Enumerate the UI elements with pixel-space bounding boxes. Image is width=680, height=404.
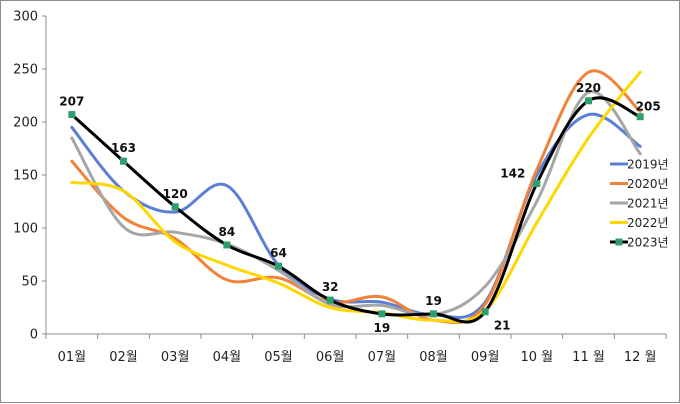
x-tick-label: 07월 xyxy=(368,350,397,365)
series-line-0 xyxy=(70,112,642,319)
legend-label: 2023년 xyxy=(627,236,669,250)
data-point-marker xyxy=(533,179,541,187)
x-tick-label: 11 월 xyxy=(572,350,605,365)
x-tick-label: 12 월 xyxy=(624,350,657,365)
data-point-marker xyxy=(326,296,334,304)
series-line-4 xyxy=(70,96,642,324)
data-label: 32 xyxy=(322,280,339,294)
y-tick-label: 200 xyxy=(13,116,38,131)
y-tick-label: 100 xyxy=(13,222,38,237)
data-labels: 207 163 120 84 64 32 19 19 21 142 220 205 xyxy=(59,81,660,335)
y-tick-label: 50 xyxy=(21,275,38,290)
series-lines xyxy=(70,69,642,325)
data-point-marker xyxy=(171,203,179,211)
y-axis-ticks: 0 50 100 150 200 250 300 xyxy=(13,10,46,343)
data-label: 163 xyxy=(111,141,136,155)
data-label: 220 xyxy=(576,81,601,95)
data-point-marker xyxy=(378,310,386,318)
series-line-1 xyxy=(70,69,642,325)
data-label: 64 xyxy=(270,246,287,260)
x-tick-label: 01월 xyxy=(58,350,87,365)
data-label: 84 xyxy=(218,225,235,239)
data-label: 21 xyxy=(494,319,511,333)
x-tick-label: 03월 xyxy=(161,350,190,365)
x-axis-ticks: 01월 02월 03월 04월 05월 06월 07월 08월 09월 10 월 11 월 12 월 xyxy=(45,334,667,365)
legend-label: 2022년 xyxy=(627,216,669,230)
data-point-marker xyxy=(585,97,592,105)
legend-label: 2021년 xyxy=(627,197,669,211)
legend-marker xyxy=(615,238,623,246)
legend-label: 2019년 xyxy=(627,158,669,172)
y-tick-label: 250 xyxy=(13,63,38,78)
data-point-marker xyxy=(481,308,489,316)
y-tick-label: 150 xyxy=(13,169,38,184)
series-markers xyxy=(68,97,644,318)
x-tick-label: 09월 xyxy=(471,350,500,365)
data-point-marker xyxy=(430,310,437,318)
x-tick-label: 02월 xyxy=(109,350,138,365)
data-label: 205 xyxy=(636,100,661,114)
x-tick-label: 05월 xyxy=(264,350,293,365)
data-point-marker xyxy=(120,157,127,165)
legend: 2019년 2020년 2021년 2022년 2023년 xyxy=(610,158,669,250)
y-tick-label: 300 xyxy=(13,10,38,25)
x-tick-label: 08월 xyxy=(419,350,448,365)
x-tick-label: 06월 xyxy=(316,350,345,365)
data-label: 19 xyxy=(373,321,390,335)
data-point-marker xyxy=(68,111,76,119)
data-label: 142 xyxy=(500,166,525,180)
data-point-marker xyxy=(223,241,231,249)
data-point-marker xyxy=(636,113,644,121)
data-label: 120 xyxy=(163,187,188,201)
series-line-3 xyxy=(70,70,642,324)
x-tick-label: 10 월 xyxy=(521,350,554,365)
data-label: 19 xyxy=(425,294,442,308)
data-point-marker xyxy=(275,262,282,270)
x-tick-label: 04월 xyxy=(213,350,242,365)
data-label: 207 xyxy=(59,95,84,109)
legend-label: 2020년 xyxy=(627,177,669,191)
y-tick-label: 0 xyxy=(30,328,38,343)
